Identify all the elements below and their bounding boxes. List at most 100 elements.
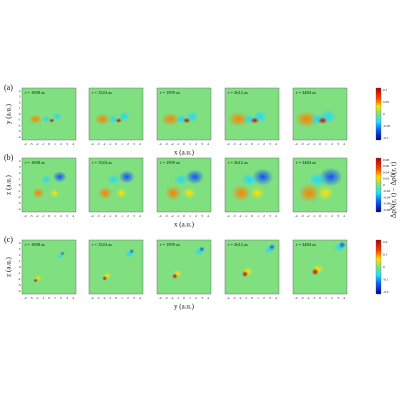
x-tick-label: 0	[115, 142, 117, 146]
x-tick-label: -3	[165, 296, 168, 300]
colorbar-tick: 0.1	[383, 88, 388, 92]
y-tick-label: -1	[18, 271, 21, 275]
x-tick-label: 1	[325, 142, 327, 146]
x-tick-label: 2	[263, 214, 265, 218]
x-tick-label: -3	[233, 296, 236, 300]
colorbar-tick: -0.05	[383, 124, 391, 128]
x-tick-label: 1	[257, 214, 259, 218]
x-tick-label: 1	[189, 142, 191, 146]
x-tick-label: -3	[165, 214, 168, 218]
x-tick-label: -1	[42, 296, 45, 300]
colorbar-tick: 0	[383, 112, 385, 116]
density-blob	[129, 248, 135, 254]
heatmap-panel	[21, 157, 77, 213]
x-tick-label: 4	[72, 296, 74, 300]
density-blob	[173, 173, 189, 186]
colorbar	[375, 157, 382, 213]
x-tick-label: 3	[337, 142, 339, 146]
y-tick-label: 1	[19, 106, 21, 110]
density-blob	[42, 115, 51, 123]
panel-time: t = 1008 as	[25, 160, 45, 165]
density-blob	[268, 243, 276, 251]
y-tick-label: 4	[19, 89, 21, 93]
x-tick-label: -2	[171, 142, 174, 146]
panel-time: t = 1959 as	[160, 242, 180, 247]
panel-time: t = 1008 as	[25, 90, 45, 95]
x-tick-label: -2	[307, 142, 310, 146]
colorbar-tick: 0.05	[383, 100, 389, 104]
x-tick-label: 0	[319, 296, 321, 300]
x-tick-label: -3	[97, 214, 100, 218]
density-blob	[106, 174, 120, 185]
density-blob	[28, 114, 43, 125]
x-tick-label: -4	[227, 214, 230, 218]
x-tick-label: -2	[103, 214, 106, 218]
x-tick-label: -2	[171, 214, 174, 218]
x-tick-label: 0	[48, 214, 50, 218]
y-axis-label: y (a.u.)	[5, 103, 13, 124]
colorbar-tick: -0.1	[383, 277, 389, 281]
y-tick-label: -4	[18, 207, 21, 211]
density-blob	[118, 170, 135, 184]
density-blob	[311, 268, 319, 276]
y-tick-label: 2	[19, 100, 21, 104]
x-tick-label: 0	[183, 142, 185, 146]
x-tick-label: 3	[66, 142, 68, 146]
x-tick-label: -3	[97, 142, 100, 146]
y-tick-label: 0	[19, 112, 21, 116]
y-tick-label: 0	[19, 183, 21, 187]
x-tick-label: -3	[97, 296, 100, 300]
x-tick-label: 4	[207, 296, 209, 300]
row-label: (a)	[4, 83, 13, 92]
x-tick-label: -4	[227, 296, 230, 300]
x-tick-label: -3	[301, 296, 304, 300]
panel-time: t = 2612 as	[228, 242, 248, 247]
x-tick-label: -2	[307, 296, 310, 300]
colorbar-tick: 0.04	[383, 170, 389, 174]
density-blob	[161, 112, 180, 126]
x-tick-label: -1	[177, 142, 180, 146]
x-tick-label: 1	[257, 142, 259, 146]
x-tick-label: 4	[207, 214, 209, 218]
x-tick-label: 0	[251, 142, 253, 146]
x-tick-label: 3	[269, 296, 271, 300]
y-tick-label: -1	[18, 118, 21, 122]
heatmap-panel	[88, 157, 144, 213]
x-tick-label: -2	[103, 296, 106, 300]
x-tick-label: -4	[91, 296, 94, 300]
x-tick-label: 4	[343, 142, 345, 146]
x-tick-label: -2	[36, 142, 39, 146]
x-tick-label: 0	[115, 296, 117, 300]
x-tick-label: -1	[177, 214, 180, 218]
y-tick-label: -3	[18, 129, 21, 133]
x-axis-label: x (a.u.)	[174, 221, 195, 229]
y-tick-label: 0	[19, 265, 21, 269]
panel-time: t = 3484 as	[296, 160, 316, 165]
x-tick-label: 4	[275, 296, 277, 300]
x-tick-label: -1	[42, 142, 45, 146]
y-tick-label: 1	[19, 177, 21, 181]
density-blob	[317, 116, 328, 125]
panel-time: t = 1524 as	[92, 242, 112, 247]
x-tick-label: 2	[195, 296, 197, 300]
density-blob	[338, 241, 346, 249]
x-tick-label: -1	[42, 214, 45, 218]
panel-time: t = 1524 as	[92, 160, 112, 165]
x-tick-label: 2	[331, 142, 333, 146]
x-tick-label: 0	[48, 142, 50, 146]
density-blob	[241, 270, 249, 278]
colorbar-tick: 0	[383, 265, 385, 269]
colorbar-tick: 0.1	[383, 252, 388, 256]
y-tick-label: 4	[19, 159, 21, 163]
x-tick-label: -4	[159, 296, 162, 300]
density-blob	[182, 117, 191, 124]
y-tick-label: 1	[19, 259, 21, 263]
x-tick-label: -4	[159, 214, 162, 218]
x-tick-label: 4	[275, 214, 277, 218]
colorbar	[375, 239, 382, 295]
x-axis-label: x (a.u.)	[174, 149, 195, 157]
panel-time: t = 3484 as	[296, 242, 316, 247]
y-tick-label: 4	[19, 241, 21, 245]
x-tick-label: -2	[239, 214, 242, 218]
x-tick-label: 1	[121, 142, 123, 146]
